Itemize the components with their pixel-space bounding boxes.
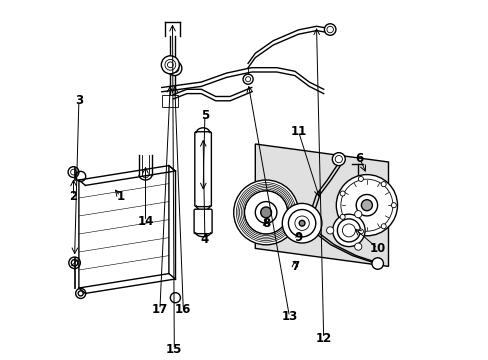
- FancyBboxPatch shape: [194, 132, 211, 207]
- FancyBboxPatch shape: [194, 209, 212, 234]
- Circle shape: [167, 61, 182, 76]
- Circle shape: [358, 176, 363, 181]
- FancyBboxPatch shape: [162, 95, 177, 107]
- Circle shape: [354, 211, 361, 218]
- Text: 9: 9: [294, 231, 302, 244]
- Circle shape: [390, 203, 396, 208]
- Text: 17: 17: [151, 303, 168, 316]
- Text: 1: 1: [116, 190, 124, 203]
- Circle shape: [336, 175, 397, 236]
- Circle shape: [371, 258, 383, 269]
- Circle shape: [361, 200, 372, 211]
- Circle shape: [380, 182, 386, 187]
- Polygon shape: [255, 144, 387, 266]
- Circle shape: [282, 203, 321, 243]
- Text: 11: 11: [290, 125, 306, 138]
- Circle shape: [324, 24, 335, 35]
- Circle shape: [233, 180, 298, 245]
- Circle shape: [380, 224, 386, 229]
- Circle shape: [299, 220, 305, 226]
- Circle shape: [161, 56, 179, 74]
- Circle shape: [340, 214, 345, 219]
- Text: 5: 5: [201, 109, 208, 122]
- Circle shape: [332, 153, 345, 166]
- Circle shape: [332, 214, 365, 247]
- Circle shape: [355, 194, 377, 216]
- Text: 2: 2: [69, 190, 78, 203]
- Text: 3: 3: [75, 94, 83, 107]
- Text: 14: 14: [137, 215, 153, 228]
- Text: 16: 16: [175, 303, 191, 316]
- Text: 6: 6: [355, 152, 363, 165]
- Circle shape: [358, 229, 363, 234]
- Circle shape: [326, 227, 333, 234]
- Text: 15: 15: [166, 343, 182, 356]
- Circle shape: [260, 207, 271, 218]
- Circle shape: [340, 191, 345, 196]
- Text: 8: 8: [262, 217, 270, 230]
- Circle shape: [354, 243, 361, 250]
- Text: 7: 7: [290, 260, 298, 273]
- Text: 10: 10: [369, 242, 385, 255]
- Text: 4: 4: [201, 233, 208, 246]
- Text: 13: 13: [281, 310, 297, 323]
- Text: 12: 12: [315, 332, 331, 345]
